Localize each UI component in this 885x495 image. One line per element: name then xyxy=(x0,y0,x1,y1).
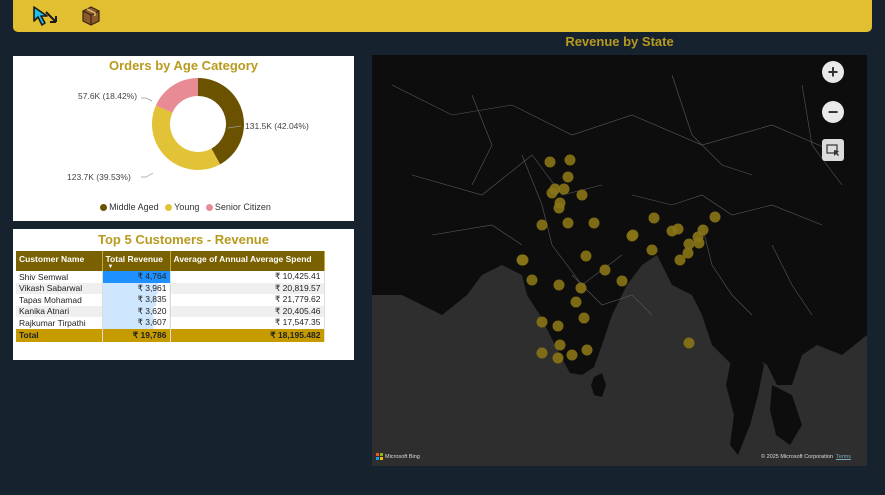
toolbar xyxy=(13,0,872,32)
state-bubble[interactable] xyxy=(646,244,658,256)
data-label-senior: 57.6K (18.42%) xyxy=(78,91,138,101)
cell-avg-spend: ₹ 21,779.62 xyxy=(170,294,325,306)
table-row[interactable]: Kanika Atnari ₹ 3,620 ₹ 20,405.46 xyxy=(16,305,325,317)
state-bubble[interactable] xyxy=(693,237,705,249)
state-bubble[interactable] xyxy=(562,217,574,229)
state-bubble[interactable] xyxy=(599,264,611,276)
cell-customer: Shiv Semwal xyxy=(16,271,103,283)
cell-customer: Rajkumar Tirpathi xyxy=(16,317,103,329)
state-bubble[interactable] xyxy=(682,247,694,259)
cell-avg-spend: ₹ 20,405.46 xyxy=(170,305,325,317)
state-markers xyxy=(516,154,721,364)
state-bubble[interactable] xyxy=(616,275,628,287)
cell-customer: Vikash Sabarwal xyxy=(16,282,103,294)
cell-revenue: ₹ 3,835 xyxy=(102,294,171,306)
state-bubble[interactable] xyxy=(544,156,556,168)
cell-revenue: ₹ 3,961 xyxy=(102,282,171,294)
state-bubble[interactable] xyxy=(536,219,548,231)
cell-revenue: ₹ 3,620 xyxy=(102,305,171,317)
map-land xyxy=(372,55,867,466)
state-bubble[interactable] xyxy=(552,352,564,364)
cell-revenue: ₹ 3,607 xyxy=(102,317,171,329)
state-bubble[interactable] xyxy=(576,189,588,201)
map-title: Revenue by State xyxy=(565,34,674,49)
state-bubble[interactable] xyxy=(697,224,709,236)
cell-customer: Kanika Atnari xyxy=(16,305,103,317)
cell-avg-spend: ₹ 17,547.35 xyxy=(170,317,325,329)
column-header-customer[interactable]: Customer Name xyxy=(16,251,103,271)
state-bubble[interactable] xyxy=(575,282,587,294)
state-bubble[interactable] xyxy=(588,217,600,229)
cursor-arrow-icon[interactable] xyxy=(31,3,59,29)
state-bubble[interactable] xyxy=(546,187,558,199)
bing-attribution: Microsoft Bing xyxy=(376,453,420,460)
package-box-icon[interactable] xyxy=(77,3,105,29)
table-row[interactable]: Shiv Semwal ₹ 4,764 ₹ 10,425.41 xyxy=(16,271,325,283)
cell-avg-spend: ₹ 10,425.41 xyxy=(170,271,325,283)
state-bubble[interactable] xyxy=(683,337,695,349)
cell-customer: Tapas Mohamad xyxy=(16,294,103,306)
state-bubble[interactable] xyxy=(516,254,528,266)
zoom-in-button[interactable]: + xyxy=(822,61,844,83)
orders-by-age-chart: Orders by Age Category 131.5K (42.04%) 1… xyxy=(13,56,354,221)
chart-title: Orders by Age Category xyxy=(108,58,259,73)
legend-item: Middle Aged xyxy=(109,202,159,212)
terms-link[interactable]: Terms xyxy=(836,454,851,460)
total-cell: ₹ 18,195.482 xyxy=(170,328,325,342)
donut-slice-middle-aged[interactable] xyxy=(198,78,245,165)
table-row[interactable]: Rajkumar Tirpathi ₹ 3,607 ₹ 17,547.35 xyxy=(16,317,325,329)
state-bubble[interactable] xyxy=(581,344,593,356)
donut-slice-young[interactable] xyxy=(152,105,221,171)
total-cell: Total xyxy=(16,328,103,342)
state-bubble[interactable] xyxy=(627,229,639,241)
state-bubble[interactable] xyxy=(553,202,565,214)
state-bubble[interactable] xyxy=(709,211,721,223)
state-bubble[interactable] xyxy=(666,225,678,237)
top-customers-table: Customer Name Total Revenue ▼ Average of … xyxy=(16,251,325,342)
state-bubble[interactable] xyxy=(536,316,548,328)
column-header-avg-spend[interactable]: Average of Annual Average Spend xyxy=(170,251,325,271)
state-bubble[interactable] xyxy=(683,238,695,250)
state-bubble[interactable] xyxy=(564,154,576,166)
microsoft-logo-icon xyxy=(376,453,383,460)
legend-swatch xyxy=(100,204,108,212)
state-bubble[interactable] xyxy=(536,347,548,359)
state-bubble[interactable] xyxy=(578,312,590,324)
state-bubble[interactable] xyxy=(558,183,570,195)
state-bubble[interactable] xyxy=(562,171,574,183)
state-bubble[interactable] xyxy=(648,212,660,224)
state-bubble[interactable] xyxy=(553,279,565,291)
state-bubble[interactable] xyxy=(554,339,566,351)
sort-desc-icon: ▼ xyxy=(107,264,114,270)
map-copyright: © 2025 Microsoft Corporation Terms xyxy=(761,454,851,460)
state-bubble[interactable] xyxy=(580,250,592,262)
state-bubble[interactable] xyxy=(566,349,578,361)
zoom-out-button[interactable]: − xyxy=(822,101,844,123)
state-bubble[interactable] xyxy=(526,274,538,286)
legend-item: Senior Citizen xyxy=(214,202,271,212)
table-row[interactable]: Vikash Sabarwal ₹ 3,961 ₹ 20,819.57 xyxy=(16,282,325,294)
top-customers-table-card: Top 5 Customers - Revenue Customer Name … xyxy=(13,229,354,360)
chart-legend: Middle Aged Young Senior Citizen xyxy=(13,202,354,212)
donut-slice-senior[interactable] xyxy=(155,78,198,113)
cell-avg-spend: ₹ 20,819.57 xyxy=(170,282,325,294)
state-bubble[interactable] xyxy=(570,296,582,308)
table-row[interactable]: Tapas Mohamad ₹ 3,835 ₹ 21,779.62 xyxy=(16,294,325,306)
cell-revenue: ₹ 4,764 xyxy=(102,271,171,283)
column-header-revenue[interactable]: Total Revenue ▼ xyxy=(102,251,171,271)
state-bubble[interactable] xyxy=(674,254,686,266)
legend-swatch xyxy=(205,204,213,212)
table-total-row: Total ₹ 19,786 ₹ 18,195.482 xyxy=(16,328,325,342)
donut-svg xyxy=(141,78,245,178)
select-area-icon[interactable] xyxy=(822,139,844,161)
data-label-middle-aged: 131.5K (42.04%) xyxy=(245,121,309,131)
legend-swatch xyxy=(165,204,173,212)
state-bubble[interactable] xyxy=(552,320,564,332)
revenue-map[interactable]: + − Microsoft Bing © 2025 Microsoft Corp… xyxy=(372,55,867,466)
legend-item: Young xyxy=(174,202,200,212)
table-title: Top 5 Customers - Revenue xyxy=(98,232,269,247)
data-label-young: 123.7K (39.53%) xyxy=(67,172,131,182)
total-cell: ₹ 19,786 xyxy=(102,328,171,342)
